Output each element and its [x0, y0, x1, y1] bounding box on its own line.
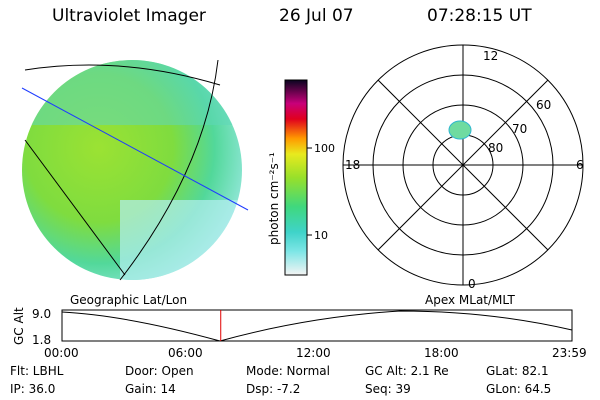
mlat-label-60: 60 — [536, 98, 551, 112]
dsp-value: Dsp: -7.2 — [246, 382, 301, 396]
date-label: 26 Jul 07 — [279, 6, 354, 26]
timeline-frame — [61, 309, 573, 342]
geographic-latlon-label: Geographic Lat/Lon — [70, 293, 187, 307]
glat-value: GLat: 82.1 — [486, 364, 549, 378]
glon-value: GLon: 64.5 — [486, 382, 552, 396]
gc-alt-axis-title: GC Alt — [12, 307, 26, 345]
blue-reference-line — [21, 87, 249, 211]
x-tick-1200: 12:00 — [296, 346, 331, 360]
door-status: Door: Open — [125, 364, 194, 378]
x-tick-0600: 06:00 — [168, 346, 203, 360]
ip-value: IP: 36.0 — [10, 382, 56, 396]
mlat-label-70: 70 — [512, 122, 527, 136]
time-label: 07:28:15 UT — [427, 6, 532, 26]
seq-value: Seq: 39 — [365, 382, 411, 396]
gc-alt-value: GC Alt: 2.1 Re — [365, 364, 449, 378]
mlat-label-80: 80 — [488, 141, 503, 155]
colorbar-unit-label: photon cm⁻²s⁻¹ — [267, 152, 281, 245]
geographic-grid-lines — [24, 59, 221, 281]
mode-status: Mode: Normal — [246, 364, 330, 378]
instrument-title: Ultraviolet Imager — [52, 6, 206, 26]
mlt-label-18: 18 — [345, 158, 360, 172]
flight-filter: Flt: LBHL — [10, 364, 64, 378]
colorbar-tick-100: 100 — [314, 142, 335, 155]
colorbar — [284, 79, 308, 276]
apex-mlat-mlt-label: Apex MLat/MLT — [425, 293, 515, 307]
x-tick-2359: 23:59 — [552, 346, 587, 360]
mlt-label-12: 12 — [483, 49, 498, 63]
auroral-spot — [448, 120, 472, 140]
mlt-label-0: 0 — [468, 277, 476, 291]
mlt-label-6: 6 — [576, 158, 584, 172]
x-tick-0000: 00:00 — [44, 346, 79, 360]
y-tick-bottom: 1.8 — [32, 333, 51, 347]
gain-value: Gain: 14 — [125, 382, 176, 396]
altitude-curve — [61, 310, 573, 342]
x-tick-1800: 18:00 — [424, 346, 459, 360]
y-tick-top: 9.0 — [32, 307, 51, 321]
colorbar-tick-10: 10 — [314, 229, 328, 242]
